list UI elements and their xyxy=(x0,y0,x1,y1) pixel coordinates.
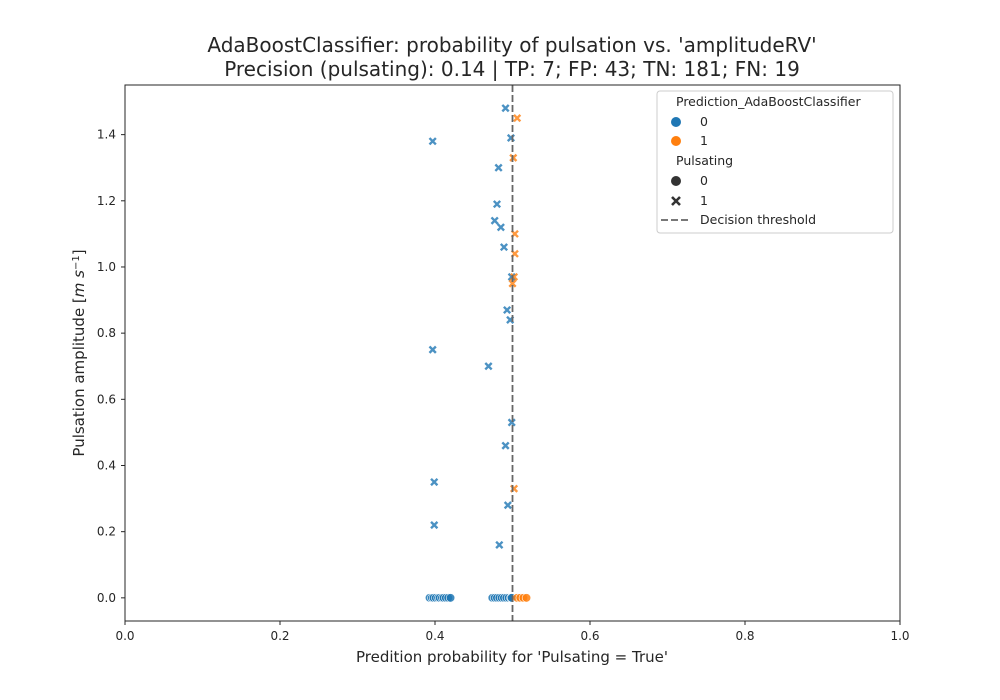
data-point-circle xyxy=(445,593,456,603)
data-point-x xyxy=(503,305,512,315)
x-axis-label: Predition probability for 'Pulsating = T… xyxy=(356,648,668,666)
plot-frame xyxy=(124,84,901,622)
chart-subtitle: Precision (pulsating): 0.14 | TP: 7; FP:… xyxy=(224,57,800,81)
y-axis-ticks: 0.0 0.2 0.4 0.6 0.8 1.0 1.2 1.4 xyxy=(97,128,125,605)
y-axis-label-close: ] xyxy=(70,249,88,255)
data-point-x xyxy=(496,223,505,232)
legend-marker-pulsating-1 xyxy=(671,196,681,206)
legend-label-pred-1: 1 xyxy=(700,133,708,148)
x-tick-label: 0.4 xyxy=(425,629,444,643)
data-point-x xyxy=(490,216,499,225)
y-tick-label: 1.0 xyxy=(97,260,116,274)
data-point-x xyxy=(501,104,510,113)
y-tick-label: 1.4 xyxy=(97,128,116,142)
data-point-x xyxy=(484,362,493,371)
legend-hue-title: Prediction_AdaBoostClassifier xyxy=(676,94,861,109)
legend-marker-pred-1 xyxy=(671,136,681,146)
data-point-x xyxy=(494,163,503,172)
data-point-x xyxy=(430,477,439,487)
data-point-x xyxy=(507,418,516,427)
legend-label-pulsating-1: 1 xyxy=(700,193,708,208)
x-tick-label: 0.6 xyxy=(580,629,599,643)
legend-label-threshold: Decision threshold xyxy=(700,212,816,227)
y-axis-label-exponent: −1 xyxy=(71,255,82,270)
x-tick-label: 0.8 xyxy=(735,629,754,643)
y-tick-label: 0.0 xyxy=(97,591,116,605)
x-tick-label: 0.2 xyxy=(270,629,289,643)
x-tick-label: 0.0 xyxy=(115,629,134,643)
data-point-x xyxy=(428,137,437,146)
data-point-x xyxy=(428,345,437,354)
legend-box xyxy=(656,90,894,234)
legend-label-pred-0: 0 xyxy=(700,114,708,129)
y-tick-label: 1.2 xyxy=(97,194,116,208)
data-point-x xyxy=(499,243,509,252)
y-tick-label: 0.8 xyxy=(97,326,116,340)
data-point-x xyxy=(513,114,522,123)
y-axis-label-unit-m: m s xyxy=(70,270,88,297)
legend-marker-pred-0 xyxy=(671,117,681,127)
x-tick-label: 1.0 xyxy=(890,629,909,643)
y-tick-label: 0.4 xyxy=(97,458,116,472)
legend-style-title: Pulsating xyxy=(676,153,733,168)
y-axis-label: Pulsation amplitude [m s−1] xyxy=(70,249,88,456)
y-axis-label-main: Pulsation amplitude [ xyxy=(70,297,88,456)
data-point-circle xyxy=(521,593,532,603)
data-point-x xyxy=(508,279,517,288)
y-tick-label: 0.6 xyxy=(97,392,116,406)
data-point-x xyxy=(495,540,504,549)
data-point-x xyxy=(501,441,510,450)
legend-label-pulsating-0: 0 xyxy=(700,173,708,188)
legend: Prediction_AdaBoostClassifier 0 1 Pulsat… xyxy=(656,90,894,234)
data-point-x xyxy=(492,200,502,209)
x-axis-ticks: 0.0 0.2 0.4 0.6 0.8 1.0 xyxy=(115,621,910,643)
legend-marker-pulsating-0 xyxy=(671,176,681,186)
chart-title: AdaBoostClassifier: probability of pulsa… xyxy=(207,33,816,57)
data-point-x xyxy=(503,501,512,510)
y-tick-label: 0.2 xyxy=(97,525,116,539)
data-point-x xyxy=(430,521,439,530)
